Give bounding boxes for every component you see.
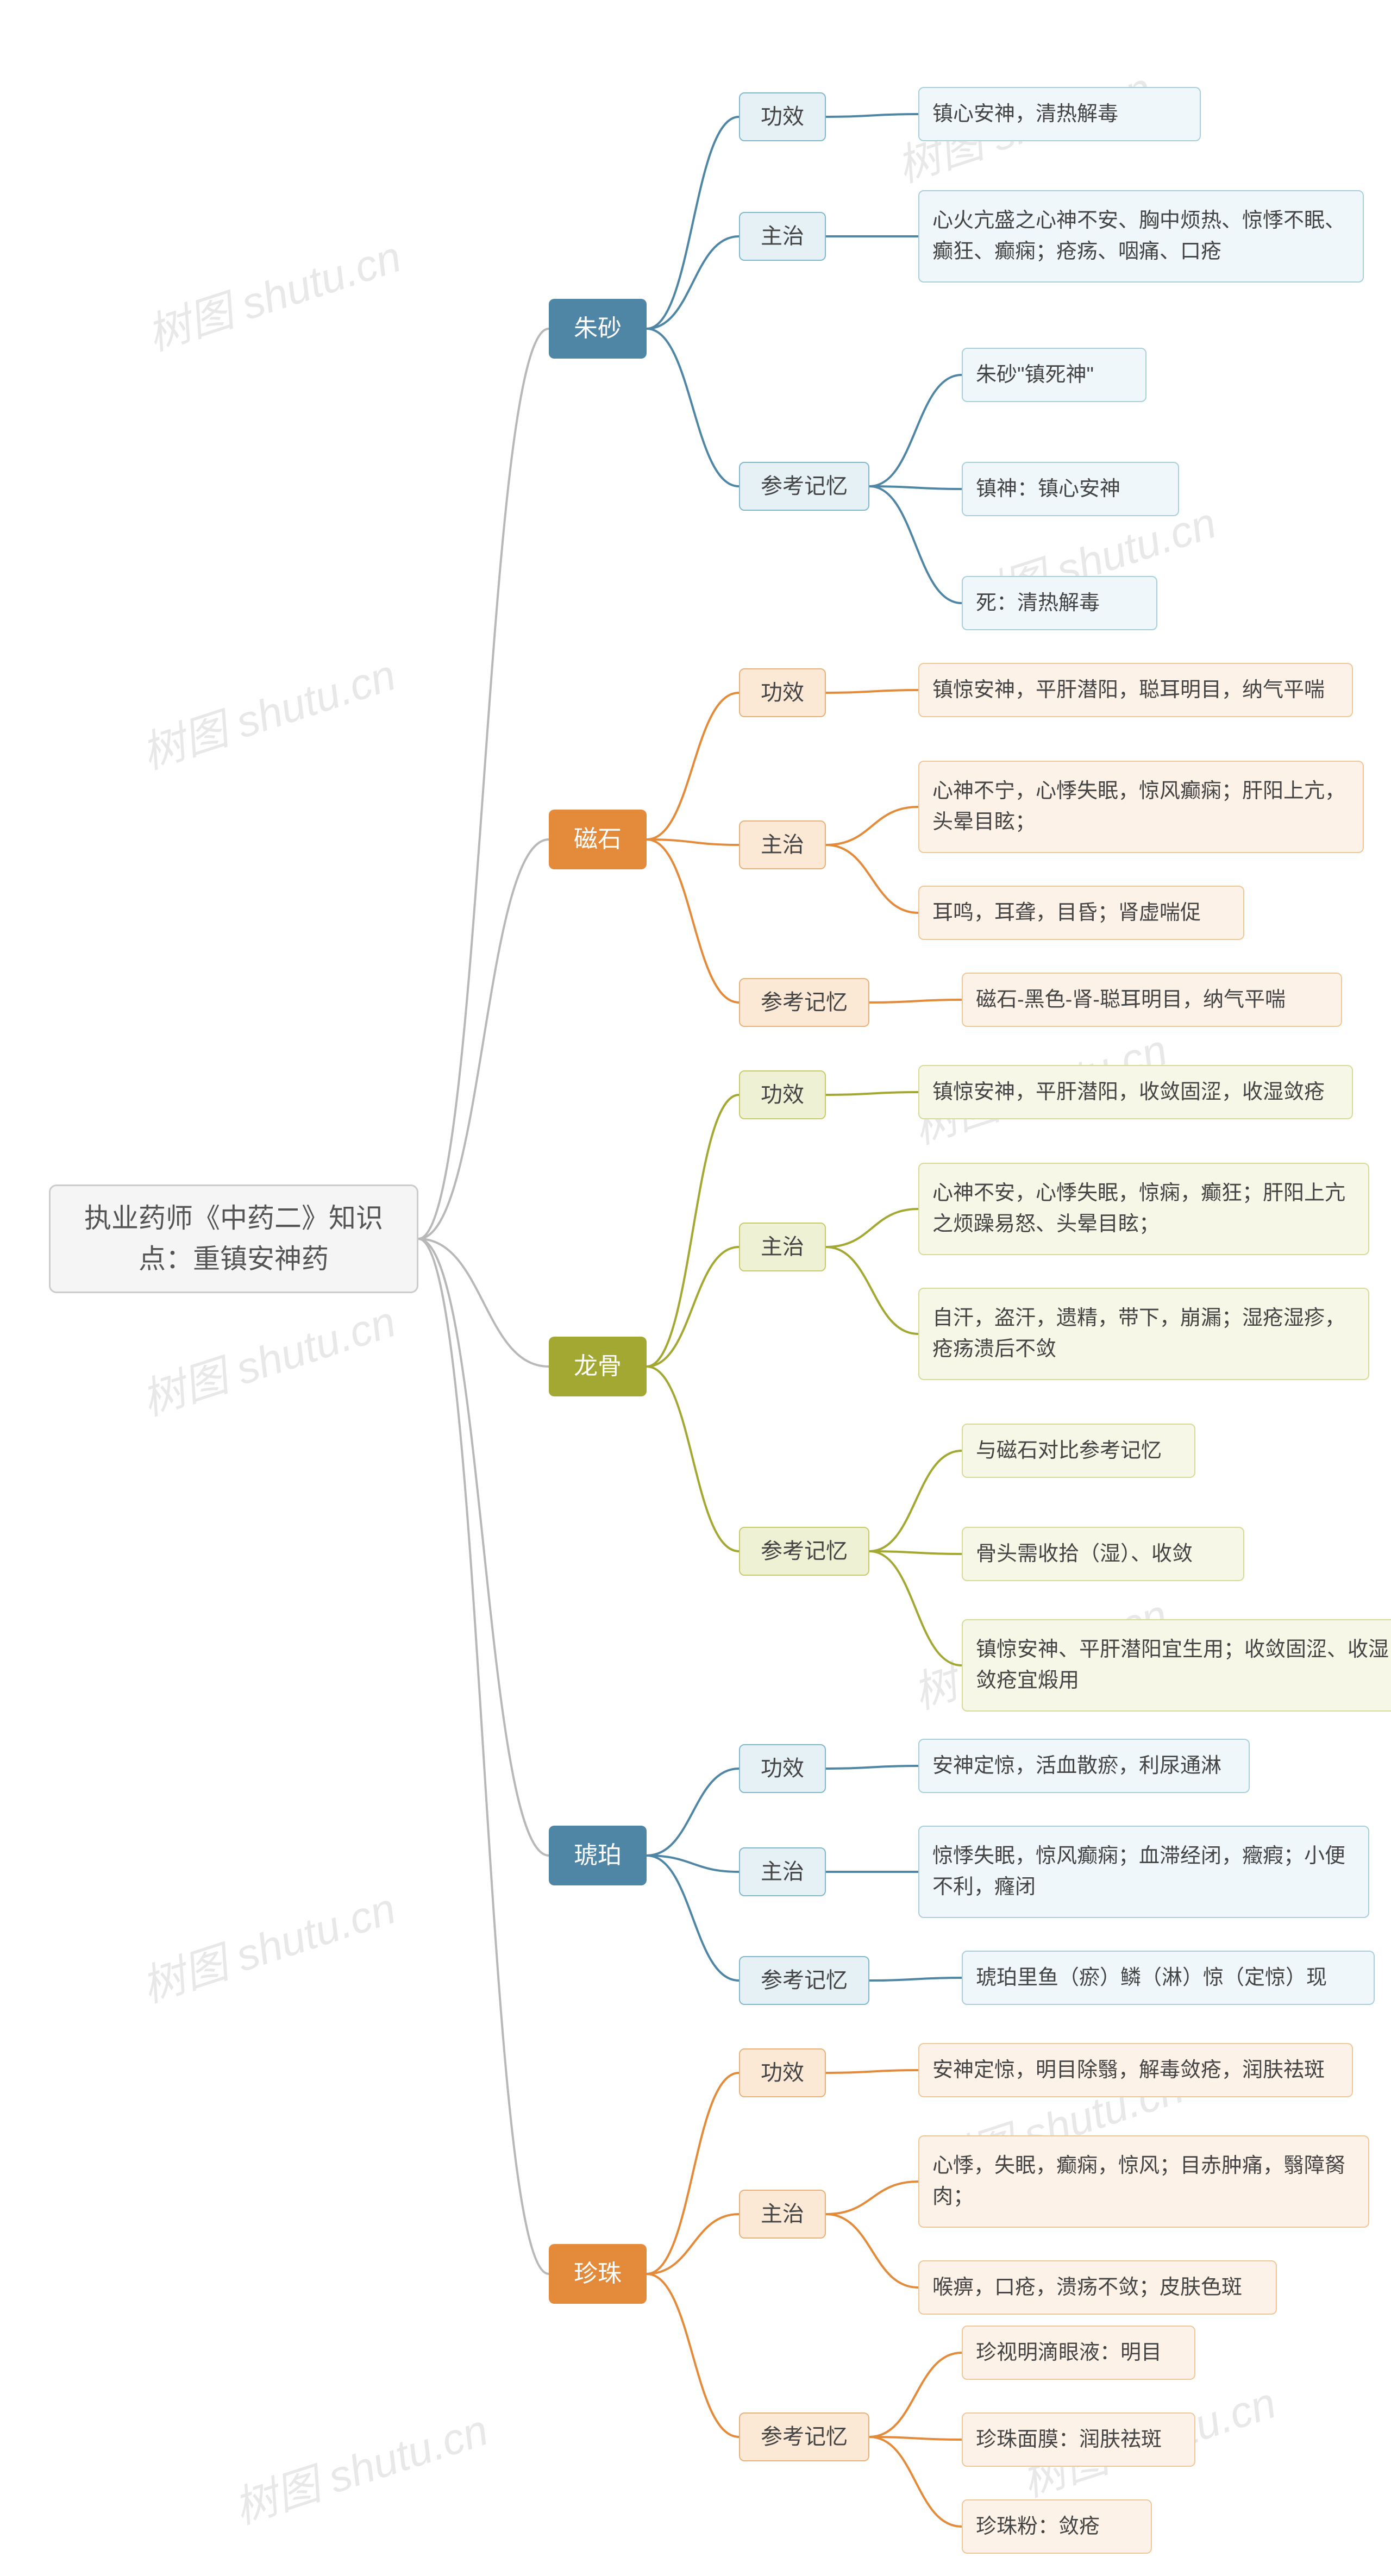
leaf-node: 镇惊安神，平肝潜阳，收敛固涩，收湿敛疮 — [918, 1065, 1353, 1119]
leaf-node: 珍珠面膜：润肤祛斑 — [962, 2412, 1195, 2467]
leaf-node: 镇惊安神，平肝潜阳，聪耳明目，纳气平喘 — [918, 663, 1353, 717]
leaf-node: 耳鸣，耳聋，目昏；肾虚喘促 — [918, 886, 1244, 940]
l1-node-zhenzhu: 珍珠 — [549, 2244, 647, 2304]
root-node: 执业药师《中药二》知识 点：重镇安神药 — [49, 1184, 418, 1293]
watermark: 树图 shutu.cn — [138, 222, 408, 363]
leaf-node: 死：清热解毒 — [962, 576, 1157, 630]
leaf-node: 与磁石对比参考记忆 — [962, 1424, 1195, 1478]
leaf-node: 珍珠粉：敛疮 — [962, 2499, 1152, 2554]
l1-node-zhusha: 朱砂 — [549, 299, 647, 359]
leaf-node: 镇神：镇心安神 — [962, 462, 1179, 516]
l2-node: 功效 — [739, 2048, 826, 2097]
watermark: 树图 shutu.cn — [133, 1873, 403, 2015]
leaf-node: 自汗，盗汗，遗精，带下，崩漏；湿疮湿疹， 疮疡溃后不敛 — [918, 1288, 1369, 1380]
leaf-node: 喉痹，口疮，溃疡不敛；皮肤色斑 — [918, 2260, 1277, 2315]
l2-node: 功效 — [739, 1744, 826, 1793]
l2-node: 参考记忆 — [739, 978, 869, 1027]
leaf-node: 心悸，失眠，癫痫，惊风；目赤肿痛，翳障胬 肉； — [918, 2135, 1369, 2228]
leaf-node: 磁石-黑色-肾-聪耳明目，纳气平喘 — [962, 973, 1342, 1027]
watermark: 树图 shutu.cn — [225, 2395, 495, 2536]
l2-node: 参考记忆 — [739, 1527, 869, 1576]
leaf-node: 骨头需收拾（湿）、收敛 — [962, 1527, 1244, 1581]
l1-node-cishi: 磁石 — [549, 810, 647, 869]
leaf-node: 朱砂"镇死神" — [962, 348, 1146, 402]
leaf-node: 安神定惊，明目除翳，解毒敛疮，润肤祛斑 — [918, 2043, 1353, 2097]
watermark: 树图 shutu.cn — [133, 1287, 403, 1428]
l2-node: 主治 — [739, 2190, 826, 2239]
leaf-node: 镇心安神，清热解毒 — [918, 87, 1201, 141]
l2-node: 参考记忆 — [739, 1956, 869, 2005]
l2-node: 主治 — [739, 1847, 826, 1896]
l2-node: 参考记忆 — [739, 462, 869, 511]
leaf-node: 安神定惊，活血散瘀，利尿通淋 — [918, 1739, 1250, 1793]
l2-node: 主治 — [739, 1223, 826, 1271]
leaf-node: 珍视明滴眼液：明目 — [962, 2326, 1195, 2380]
watermark: 树图 shutu.cn — [133, 640, 403, 781]
leaf-node: 心神不安，心悸失眠，惊痫，癫狂；肝阳上亢 之烦躁易怒、头晕目眩； — [918, 1163, 1369, 1255]
l2-node: 参考记忆 — [739, 2412, 869, 2461]
l2-node: 功效 — [739, 668, 826, 717]
l2-node: 主治 — [739, 820, 826, 869]
l2-node: 主治 — [739, 212, 826, 261]
leaf-node: 镇惊安神、平肝潜阳宜生用；收敛固涩、收湿 敛疮宜煅用 — [962, 1619, 1391, 1712]
l1-node-longgu: 龙骨 — [549, 1337, 647, 1396]
l2-node: 功效 — [739, 1070, 826, 1119]
leaf-node: 心神不宁，心悸失眠，惊风癫痫；肝阳上亢， 头晕目眩； — [918, 761, 1364, 853]
l1-node-hupo: 琥珀 — [549, 1826, 647, 1885]
leaf-node: 琥珀里鱼（瘀）鳞（淋）惊（定惊）现 — [962, 1951, 1375, 2005]
l2-node: 功效 — [739, 92, 826, 141]
leaf-node: 心火亢盛之心神不安、胸中烦热、惊悸不眠、 癫狂、癫痫；疮疡、咽痛、口疮 — [918, 190, 1364, 283]
leaf-node: 惊悸失眠，惊风癫痫；血滞经闭，癥瘕；小便 不利，癃闭 — [918, 1826, 1369, 1918]
